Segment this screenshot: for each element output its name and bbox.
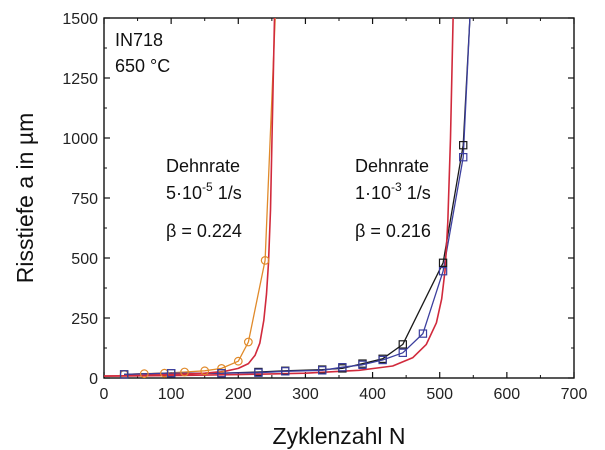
marker-layer [119, 141, 468, 379]
data-point-circle [160, 368, 169, 378]
data-point-square [254, 368, 263, 377]
x-axis-title: Zyklenzahl N [273, 423, 406, 449]
x-tick-label: 600 [494, 386, 521, 403]
data-point-square [119, 370, 129, 379]
series-layer [104, 18, 471, 377]
data-point-square [281, 367, 290, 376]
series-line-2 [124, 18, 471, 376]
group2-rate-exp: -3 [391, 180, 402, 194]
y-tick-label: 750 [71, 191, 98, 208]
data-point-square [398, 348, 407, 358]
x-axis-ticks: 0 100 200 300 400 500 600 700 [100, 18, 588, 403]
fit-curve-4 [104, 18, 454, 377]
data-point-square [217, 369, 226, 378]
data-point-circle [217, 364, 226, 373]
group2-title: Dehnrate [355, 156, 429, 176]
data-point-circle [139, 369, 149, 379]
data-point-circle [200, 366, 210, 376]
group2-beta: β = 0.216 [355, 221, 431, 241]
y-tick-label: 500 [71, 251, 98, 268]
y-axis-title: Risstiefe a in µm [12, 113, 38, 283]
group2-rate: 1·10-3 1/s [355, 180, 431, 203]
data-point-circle [260, 256, 270, 265]
y-tick-label: 250 [71, 311, 98, 328]
group1-rate-base: 5·10 [166, 183, 202, 203]
x-tick-label: 700 [561, 386, 588, 403]
data-point-circle [233, 356, 243, 366]
group1-rate-exp: -5 [202, 180, 213, 194]
data-point-square [318, 366, 327, 375]
y-axis-ticks: 0 250 500 750 1000 1250 1500 [62, 11, 574, 388]
material-label: IN718 [115, 30, 163, 50]
temperature-label: 650 °C [115, 56, 170, 76]
x-tick-label: 200 [225, 386, 252, 403]
group1-rate-unit: 1/s [213, 183, 242, 203]
data-point-square [438, 267, 448, 276]
x-tick-label: 400 [359, 386, 386, 403]
y-tick-label: 1500 [62, 11, 98, 28]
y-tick-label: 1250 [62, 71, 98, 88]
y-tick-label: 0 [89, 371, 98, 388]
fit-curve-3 [104, 18, 276, 377]
data-point-circle [243, 337, 253, 347]
data-point-circle [180, 367, 189, 377]
data-point-square [459, 153, 468, 162]
x-tick-label: 100 [158, 386, 185, 403]
group1-rate: 5·10-5 1/s [166, 180, 242, 203]
x-tick-label: 300 [292, 386, 319, 403]
data-point-square [398, 340, 407, 349]
x-tick-label: 500 [426, 386, 453, 403]
data-point-square [438, 258, 448, 268]
data-point-square [378, 355, 387, 365]
group1-title: Dehnrate [166, 156, 240, 176]
group1-beta: β = 0.224 [166, 221, 242, 241]
data-point-square [338, 363, 347, 372]
data-point-square [459, 141, 468, 150]
data-point-square [418, 329, 428, 338]
group2-rate-base: 1·10 [355, 183, 391, 203]
data-point-square [166, 369, 176, 378]
y-tick-label: 1000 [62, 131, 98, 148]
group2-rate-unit: 1/s [402, 183, 431, 203]
x-tick-label: 0 [100, 386, 109, 403]
data-point-square [358, 360, 367, 370]
